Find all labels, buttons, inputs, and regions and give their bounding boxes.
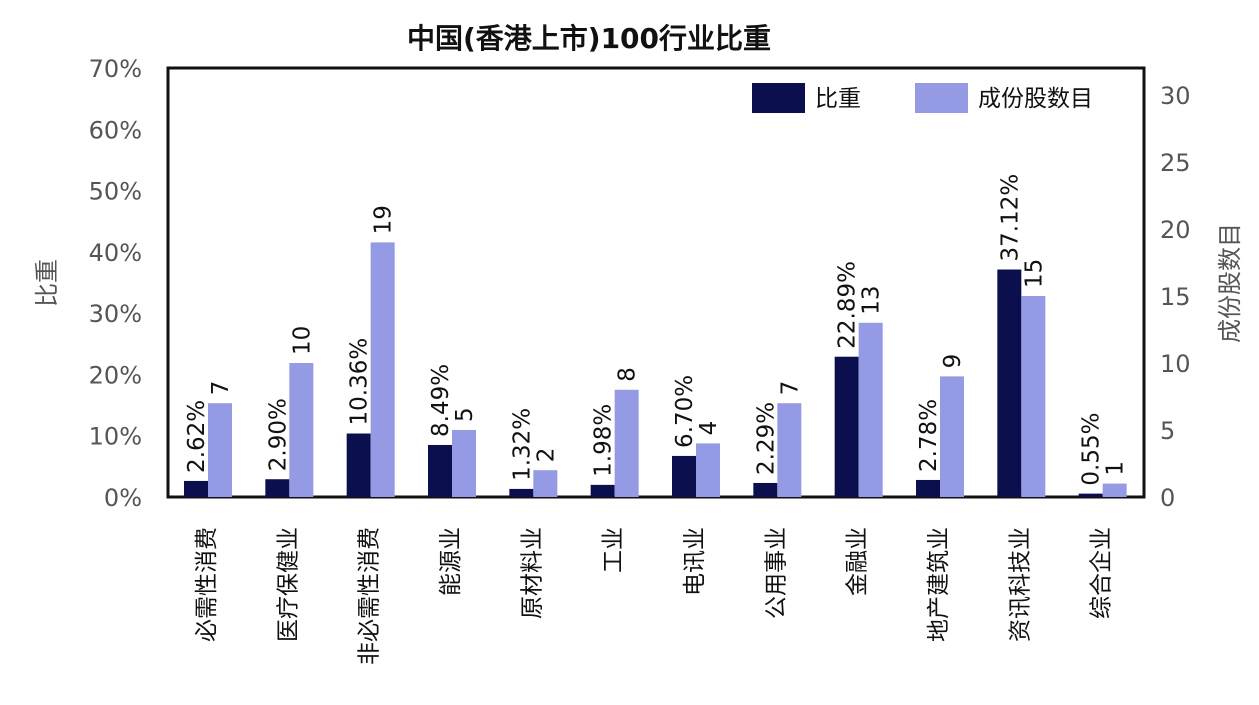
data-label-count: 2 — [533, 448, 559, 463]
chart-title: 中国(香港上市)100行业比重 — [407, 22, 771, 55]
y-tick-label: 70% — [89, 55, 142, 83]
bar-count — [1102, 483, 1127, 497]
y-tick-label: 40% — [89, 239, 142, 267]
bar-count — [289, 363, 314, 497]
bars — [184, 242, 1127, 497]
category-label: 资讯科技业 — [1007, 527, 1033, 642]
category-label: 公用事业 — [763, 527, 789, 619]
y2-tick-label: 15 — [1160, 283, 1191, 311]
data-label-count: 4 — [696, 421, 722, 436]
bar-weight — [346, 433, 371, 497]
bar-count — [370, 242, 395, 497]
category-label: 地产建筑业 — [926, 527, 952, 642]
bar-weight — [428, 444, 452, 497]
bar-weight — [916, 479, 940, 497]
legend-label-weight: 比重 — [815, 86, 861, 112]
bar-count — [696, 443, 720, 497]
data-label-count: 15 — [1021, 259, 1047, 288]
data-label-count: 5 — [452, 407, 478, 422]
data-label-weight: 1.32% — [509, 408, 535, 481]
bar-weight — [509, 488, 534, 497]
data-labels: 2.62%72.90%10 10.36%198.49%5 1.32%2 1.98%86… — [184, 174, 1129, 486]
bar-weight — [834, 356, 859, 497]
data-label-weight: 2.90% — [265, 398, 291, 471]
y-tick-label: 50% — [89, 178, 142, 206]
y-tick-label: 20% — [89, 361, 142, 389]
y-tick-label: 60% — [89, 116, 142, 144]
y2-tick-label: 30 — [1160, 82, 1191, 110]
data-label-weight: 10.36% — [347, 338, 373, 426]
bar-count — [208, 403, 232, 497]
data-label-count: 8 — [615, 367, 641, 382]
data-label-weight: 1.98% — [591, 404, 617, 477]
y2-tick-label: 25 — [1160, 149, 1191, 177]
right-axis-ticks: 0 5 10 15 20 25 30 — [1160, 82, 1191, 512]
bar-count — [533, 470, 558, 497]
y2-tick-label: 10 — [1160, 350, 1191, 378]
data-label-weight: 0.55% — [1079, 413, 1105, 486]
bar-weight — [1078, 493, 1103, 497]
legend-swatch-weight — [752, 83, 805, 113]
plot-frame — [166, 66, 1146, 499]
legend-label-count: 成份股数目 — [978, 86, 1093, 112]
data-label-weight: 37.12% — [997, 174, 1023, 262]
bar-weight — [184, 480, 208, 497]
y2-axis-title: 成份股数目 — [1216, 223, 1244, 343]
data-label-weight: 6.70% — [672, 375, 698, 448]
legend-swatch-count — [915, 83, 968, 113]
category-label: 必需性消费 — [194, 527, 220, 642]
bar-count — [940, 376, 964, 497]
data-label-count: 19 — [371, 205, 397, 234]
data-label-weight: 8.49% — [428, 364, 454, 437]
bar-weight — [265, 479, 290, 497]
bar-weight — [590, 484, 615, 497]
y-axis-title: 比重 — [33, 259, 61, 307]
bar-count — [452, 430, 476, 497]
category-label: 电讯业 — [682, 527, 708, 596]
data-label-weight: 2.78% — [916, 399, 942, 472]
data-label-count: 1 — [1103, 461, 1129, 476]
data-label-weight: 22.89% — [835, 261, 861, 349]
bar-weight — [753, 482, 778, 497]
category-label: 能源业 — [438, 527, 464, 596]
left-axis-ticks: 0% 10% 20% 30% 40% 50% 60% 70% — [89, 55, 142, 512]
y2-tick-label: 0 — [1160, 484, 1175, 512]
y2-tick-label: 20 — [1160, 216, 1191, 244]
category-labels: 必需性消费 医疗保健业 非必需性消费 能源业 原材料业 工业 电讯业 公用事业 金融业 地产建筑业… — [194, 527, 1115, 665]
bar-count — [614, 389, 639, 497]
category-label: 工业 — [601, 527, 627, 573]
y-tick-label: 10% — [89, 423, 142, 451]
bar-count — [777, 403, 802, 497]
category-label: 原材料业 — [519, 527, 545, 619]
y2-tick-label: 5 — [1160, 417, 1175, 445]
y-tick-label: 30% — [89, 300, 142, 328]
category-label: 非必需性消费 — [357, 527, 383, 665]
data-label-count: 7 — [777, 381, 803, 396]
data-label-weight: 2.29% — [753, 402, 779, 475]
data-label-count: 9 — [940, 354, 966, 369]
data-label-count: 10 — [289, 326, 315, 355]
data-label-count: 7 — [208, 381, 234, 396]
category-label: 金融业 — [845, 527, 871, 596]
data-label-count: 13 — [859, 286, 885, 315]
bar-count — [858, 322, 883, 497]
category-label: 综合企业 — [1089, 527, 1115, 619]
bar-weight — [997, 269, 1022, 497]
y-tick-label: 0% — [104, 484, 142, 512]
data-label-weight: 2.62% — [184, 400, 210, 473]
bar-count — [1021, 296, 1046, 497]
category-label: 医疗保健业 — [275, 527, 301, 642]
legend: 比重 成份股数目 — [752, 83, 1093, 113]
bar-weight — [672, 455, 696, 497]
